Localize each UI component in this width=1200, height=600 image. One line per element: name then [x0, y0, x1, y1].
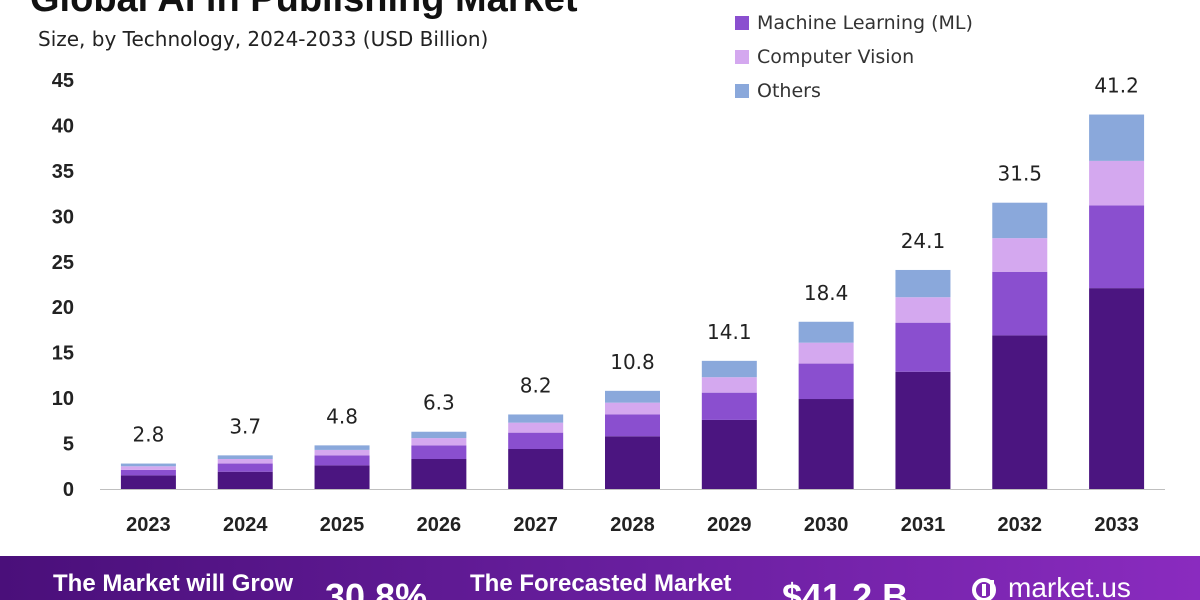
bar-segment-others [120, 463, 176, 467]
bar-segment-others [992, 202, 1048, 239]
x-tick-label: 2026 [417, 514, 462, 536]
y-tick-label: 30 [52, 206, 74, 228]
y-tick-label: 15 [52, 343, 74, 365]
bar-segment-machine-learning-ml [1089, 205, 1145, 289]
bar-total-label: 2.8 [133, 423, 165, 447]
bar-segment-computer-vision [895, 297, 951, 323]
bar-segment-computer-vision [605, 402, 660, 415]
bar-segment-natural-language-processing-nlp [508, 449, 564, 489]
x-tick-label: 2025 [320, 514, 365, 536]
x-tick-label: 2030 [804, 514, 849, 536]
bar-total-label: 14.1 [707, 320, 752, 344]
legend-swatch-ml [735, 16, 749, 30]
y-tick-label: 40 [52, 115, 74, 137]
banner-grow-label: The Market will Grow [53, 570, 294, 597]
bar-segment-computer-vision [411, 438, 467, 446]
bar-segment-others [411, 431, 467, 439]
footer-banner: The Market will Grow 30.8% The Forecaste… [0, 556, 1200, 600]
x-tick-label: 2028 [610, 514, 655, 536]
x-tick-label: 2033 [1094, 514, 1139, 536]
y-tick-label: 0 [63, 479, 74, 501]
legend-label-others: Others [757, 80, 821, 102]
bar-segment-natural-language-processing-nlp [895, 371, 951, 489]
legend-label-computer-vision: Computer Vision [757, 46, 915, 68]
bar-segment-machine-learning-ml [798, 363, 854, 400]
bar-total-label: 31.5 [998, 162, 1043, 186]
banner-cagr-value: 30.8% [325, 576, 428, 600]
bar-total-label: 8.2 [520, 373, 552, 397]
legend-item-ml: Machine Learning (ML) [735, 6, 973, 40]
bar-segment-machine-learning-ml [992, 271, 1048, 336]
bar-segment-others [701, 360, 757, 378]
y-tick-label: 45 [52, 70, 74, 92]
banner-forecast-value: $41.2 B [782, 576, 909, 600]
y-tick-label: 35 [52, 161, 74, 183]
bar-segment-machine-learning-ml [120, 469, 176, 476]
x-tick-label: 2032 [998, 514, 1043, 536]
market-us-logo-icon [972, 578, 996, 600]
legend-item-computer-vision: Computer Vision [735, 40, 973, 74]
bar-segment-computer-vision [701, 377, 757, 393]
bar-total-label: 10.8 [610, 350, 655, 374]
banner-forecast-label: The Forecasted Market [470, 570, 732, 597]
bar-segment-machine-learning-ml [314, 455, 370, 466]
y-tick-label: 20 [52, 297, 74, 319]
x-tick-label: 2027 [513, 514, 558, 536]
bar-segment-machine-learning-ml [508, 432, 564, 450]
bar-segment-natural-language-processing-nlp [1089, 288, 1145, 489]
bar-segment-natural-language-processing-nlp [217, 471, 273, 489]
bar-segment-machine-learning-ml [701, 392, 757, 420]
bar-segment-machine-learning-ml [605, 414, 660, 437]
bar-segment-others [217, 455, 273, 460]
bar-segment-natural-language-processing-nlp [411, 459, 467, 489]
legend-swatch-computer-vision [735, 50, 749, 64]
bar-total-label: 3.7 [229, 414, 261, 438]
bar-segment-natural-language-processing-nlp [992, 335, 1048, 489]
bar-segment-computer-vision [120, 466, 176, 470]
chart-legend: Machine Learning (ML) Computer Vision Ot… [735, 6, 973, 108]
x-tick-label: 2029 [707, 514, 752, 536]
legend-item-others: Others [735, 74, 973, 108]
bar-total-label: 6.3 [423, 391, 455, 415]
stacked-bar-chart: 0510152025303540452.820233.720244.820256… [52, 70, 1165, 536]
bar-segment-natural-language-processing-nlp [605, 436, 660, 489]
bar-segment-others [1089, 114, 1145, 161]
bar-segment-computer-vision [798, 342, 854, 364]
bar-segment-others [508, 414, 564, 423]
chart-subtitle: Size, by Technology, 2024-2033 (USD Bill… [38, 27, 489, 51]
legend-swatch-others [735, 84, 749, 98]
bar-segment-natural-language-processing-nlp [120, 475, 176, 489]
bar-segment-natural-language-processing-nlp [314, 465, 370, 489]
legend-label-ml: Machine Learning (ML) [757, 12, 973, 34]
y-tick-label: 10 [52, 388, 74, 410]
bar-total-label: 41.2 [1094, 74, 1139, 98]
bar-segment-others [605, 390, 660, 403]
x-tick-label: 2023 [126, 514, 171, 536]
bar-segment-natural-language-processing-nlp [701, 419, 757, 489]
bar-segment-computer-vision [314, 449, 370, 456]
bar-total-label: 4.8 [326, 404, 358, 428]
bar-segment-others [314, 445, 370, 450]
market-us-logo-text: market.us [1008, 572, 1131, 600]
y-tick-label: 5 [63, 434, 74, 456]
bar-segment-computer-vision [992, 238, 1048, 272]
bar-total-label: 24.1 [901, 229, 946, 253]
x-tick-label: 2031 [901, 514, 946, 536]
bar-segment-machine-learning-ml [895, 322, 951, 372]
bar-segment-others [895, 269, 951, 298]
y-tick-label: 25 [52, 252, 74, 274]
bar-segment-computer-vision [217, 459, 273, 464]
x-tick-label: 2024 [223, 514, 268, 536]
bar-total-label: 18.4 [804, 281, 849, 305]
bar-segment-computer-vision [508, 422, 564, 433]
bar-segment-machine-learning-ml [411, 445, 467, 460]
chart-title: Global AI in Publishing Market [30, 0, 578, 21]
bar-segment-others [798, 321, 854, 343]
bar-segment-natural-language-processing-nlp [798, 399, 854, 489]
bar-segment-machine-learning-ml [217, 463, 273, 472]
bar-segment-computer-vision [1089, 160, 1145, 206]
